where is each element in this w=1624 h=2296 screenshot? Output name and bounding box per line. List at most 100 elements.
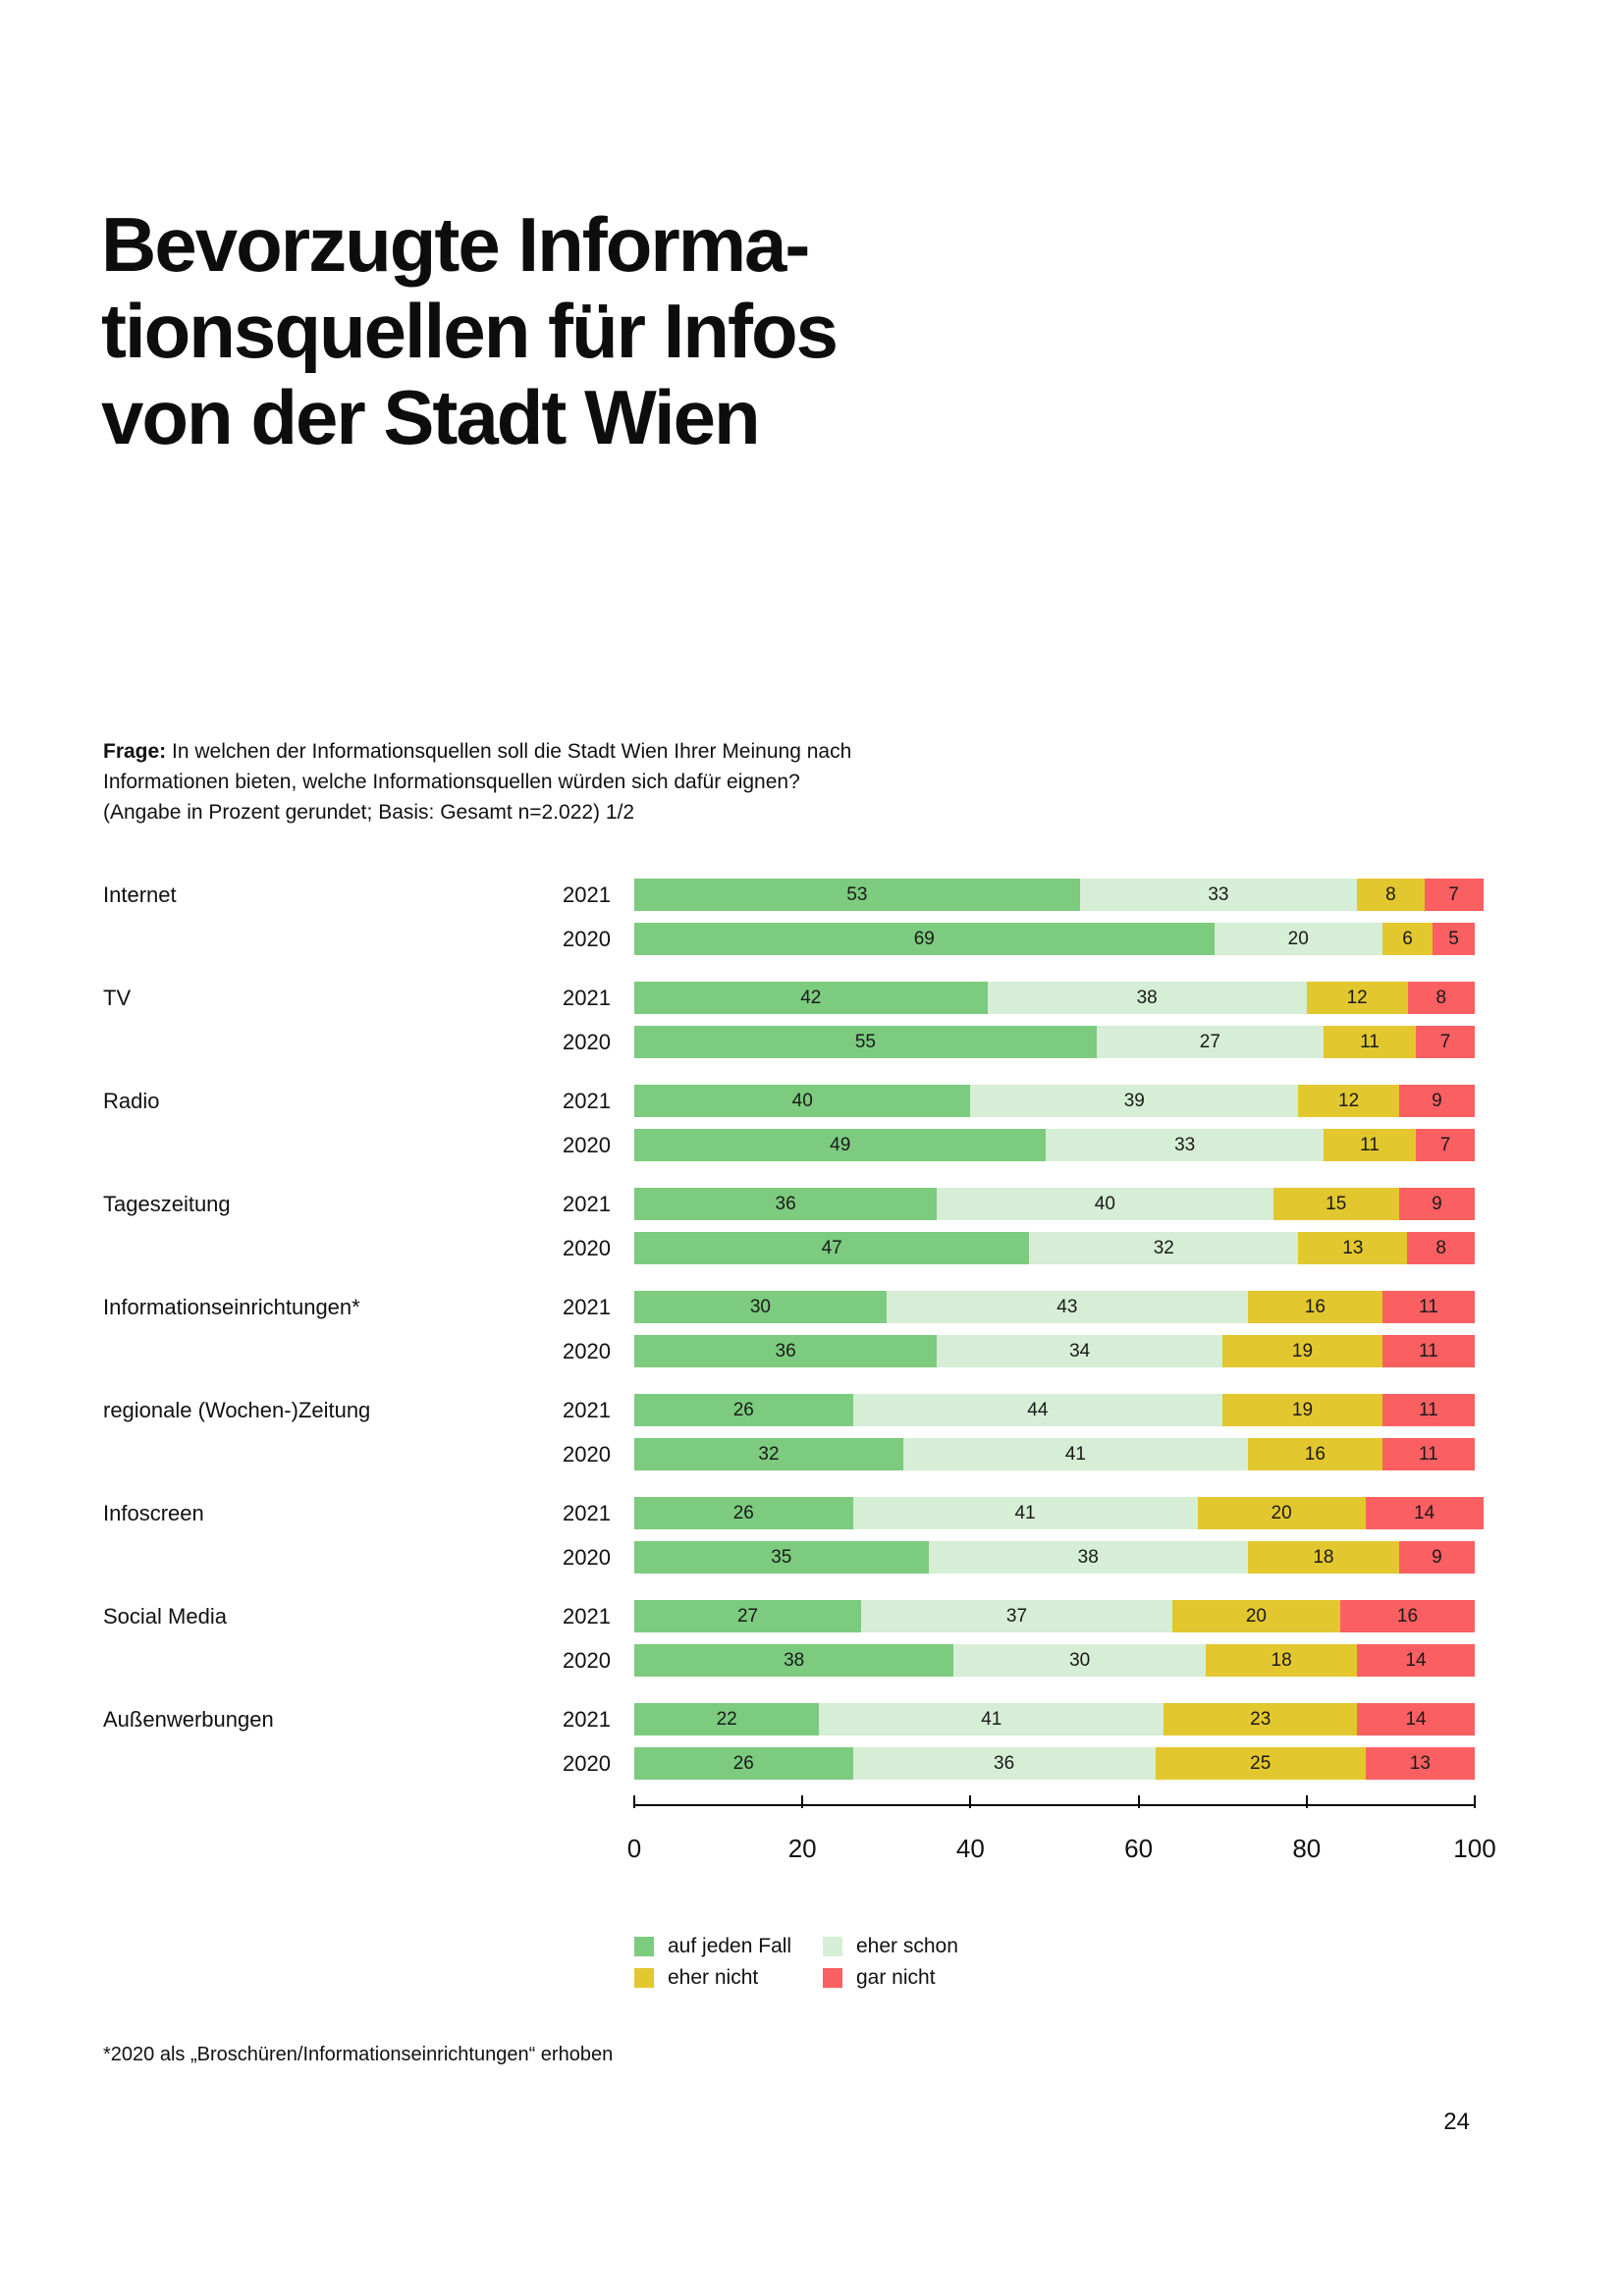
chart-group: Außenwerbungen 2021 22 41 23 14 2020 26 36 25 13: [0, 1703, 1624, 1780]
page-title-line-2: tionsquellen für Infos: [101, 288, 839, 374]
axis-tick: [969, 1795, 972, 1808]
bar-segment-eher-nicht: 18: [1206, 1644, 1358, 1677]
bar-segment-auf-jeden-Fall: 42: [634, 982, 988, 1014]
axis-tick-label: 20: [787, 1834, 817, 1863]
stacked-bar: 35 38 18 9: [634, 1541, 1475, 1574]
stacked-bar: 30 43 16 11: [634, 1291, 1475, 1323]
bar-segment-eher-nicht: 15: [1272, 1188, 1399, 1220]
category-label: Informationseinrichtungen*: [103, 1295, 360, 1319]
chart-row: regionale (Wochen-)Zeitung 2021 26 44 19 11: [0, 1394, 1624, 1426]
legend-swatch-icon: [634, 1937, 654, 1956]
bar-segment-eher-nicht: 11: [1323, 1129, 1417, 1161]
page-number: 24: [1443, 2109, 1470, 2135]
bar-segment-eher-schon: 33: [1079, 879, 1358, 911]
x-axis: 0 20 40 60 80 100: [627, 1795, 1496, 1863]
chart-group: Radio 2021 40 39 12 9 2020 49 33 11 7: [0, 1085, 1624, 1161]
chart-row: Internet 2021 53 33 8 7: [0, 879, 1624, 911]
bar-segment-eher-nicht: 6: [1381, 923, 1434, 955]
page-title-line-1: Bevorzugte Informa-: [101, 201, 810, 288]
legend-label: auf jeden Fall: [668, 1935, 792, 1957]
bar-segment-gar-nicht: 7: [1416, 1026, 1475, 1058]
bar-segment-eher-schon: 41: [852, 1497, 1198, 1529]
stacked-bar: 26 36 25 13: [634, 1747, 1475, 1780]
bar-segment-auf-jeden-Fall: 69: [634, 923, 1215, 955]
bar-segment-eher-schon: 30: [953, 1644, 1207, 1677]
stacked-bar: 32 41 16 11: [634, 1438, 1475, 1470]
bar-segment-gar-nicht: 8: [1407, 1232, 1475, 1264]
year-label: 2021: [563, 1295, 611, 1319]
bar-segment-eher-nicht: 12: [1298, 1085, 1399, 1117]
bar-segment-gar-nicht: 8: [1407, 982, 1475, 1014]
chart-row: Tageszeitung 2021 36 40 15 9: [0, 1188, 1624, 1220]
survey-question-line-3: (Angabe in Prozent gerundet; Basis: Gesa…: [103, 801, 635, 824]
axis-tick: [1474, 1795, 1476, 1808]
bar-segment-eher-nicht: 19: [1222, 1335, 1382, 1367]
stacked-bar: 40 39 12 9: [634, 1085, 1475, 1117]
bar-segment-gar-nicht: 7: [1416, 1129, 1475, 1161]
bar-segment-eher-schon: 41: [902, 1438, 1248, 1470]
legend-swatch-icon: [634, 1968, 654, 1988]
bar-segment-auf-jeden-Fall: 55: [634, 1026, 1097, 1058]
bar-segment-gar-nicht: 9: [1398, 1541, 1475, 1574]
stacked-bar: 69 20 6 5: [634, 923, 1475, 955]
bar-segment-eher-nicht: 12: [1306, 982, 1408, 1014]
chart-row: 2020 49 33 11 7: [0, 1129, 1624, 1161]
year-label: 2020: [563, 1442, 611, 1467]
stacked-bar: 36 40 15 9: [634, 1188, 1475, 1220]
bar-segment-eher-nicht: 18: [1247, 1541, 1399, 1574]
legend-swatch-icon: [823, 1937, 842, 1956]
chart-row: TV 2021 42 38 12 8: [0, 982, 1624, 1014]
bar-segment-gar-nicht: 14: [1357, 1703, 1475, 1735]
axis-tick-label: 100: [1453, 1834, 1496, 1863]
category-label: Tageszeitung: [103, 1192, 231, 1216]
stacked-bar: 42 38 12 8: [634, 982, 1475, 1014]
chart-row: Informationseinrichtungen* 2021 30 43 16 11: [0, 1291, 1624, 1323]
legend-item: eher nicht: [634, 1967, 758, 1989]
bar-segment-gar-nicht: 7: [1424, 879, 1484, 911]
bar-segment-auf-jeden-Fall: 49: [634, 1129, 1047, 1161]
bar-segment-eher-nicht: 11: [1323, 1026, 1417, 1058]
chart-group: Tageszeitung 2021 36 40 15 9 2020 47 32 13 8: [0, 1188, 1624, 1264]
bar-segment-auf-jeden-Fall: 22: [634, 1703, 820, 1735]
chart-row: 2020 38 30 18 14: [0, 1644, 1624, 1677]
legend-label: eher schon: [856, 1935, 958, 1957]
bar-segment-eher-nicht: 8: [1357, 879, 1425, 911]
bar-segment-auf-jeden-Fall: 32: [634, 1438, 903, 1470]
axis-tick-label: 60: [1124, 1834, 1154, 1863]
stacked-bar: 53 33 8 7: [634, 879, 1484, 911]
stacked-bar: 27 37 20 16: [634, 1600, 1475, 1632]
stacked-bar: 22 41 23 14: [634, 1703, 1475, 1735]
stacked-bar: 36 34 19 11: [634, 1335, 1475, 1367]
year-label: 2020: [563, 1751, 611, 1776]
axis-tick: [1137, 1795, 1140, 1808]
stacked-bar: 26 41 20 14: [634, 1497, 1484, 1529]
bar-segment-gar-nicht: 11: [1381, 1394, 1475, 1426]
stacked-bar: 26 44 19 11: [634, 1394, 1475, 1426]
category-label: Social Media: [103, 1604, 227, 1629]
bar-segment-auf-jeden-Fall: 53: [634, 879, 1080, 911]
question-text: In welchen der Informationsquellen soll …: [166, 740, 852, 763]
axis-tick: [633, 1795, 635, 1808]
bar-segment-eher-schon: 38: [928, 1541, 1248, 1574]
year-label: 2021: [563, 986, 611, 1010]
bar-segment-eher-schon: 20: [1214, 923, 1382, 955]
bar-segment-auf-jeden-Fall: 38: [634, 1644, 954, 1677]
footnote: *2020 als „Broschüren/Informationseinric…: [103, 2044, 614, 2065]
bar-segment-eher-nicht: 16: [1247, 1291, 1382, 1323]
legend-swatch-icon: [823, 1968, 842, 1988]
legend-label: gar nicht: [856, 1966, 936, 1989]
bar-segment-eher-schon: 39: [970, 1085, 1299, 1117]
chart-group: Informationseinrichtungen* 2021 30 43 16 11 20…: [0, 1291, 1624, 1367]
bar-segment-auf-jeden-Fall: 26: [634, 1747, 853, 1780]
bar-segment-eher-nicht: 13: [1298, 1232, 1408, 1264]
bar-segment-gar-nicht: 14: [1365, 1497, 1484, 1529]
bar-segment-gar-nicht: 5: [1433, 923, 1475, 955]
bar-segment-eher-schon: 27: [1096, 1026, 1324, 1058]
bar-segment-auf-jeden-Fall: 36: [634, 1188, 938, 1220]
year-label: 2020: [563, 1339, 611, 1363]
stacked-bar: 38 30 18 14: [634, 1644, 1475, 1677]
bar-segment-eher-schon: 43: [886, 1291, 1248, 1323]
chart-row: 2020 69 20 6 5: [0, 923, 1624, 955]
bar-segment-auf-jeden-Fall: 26: [634, 1394, 853, 1426]
